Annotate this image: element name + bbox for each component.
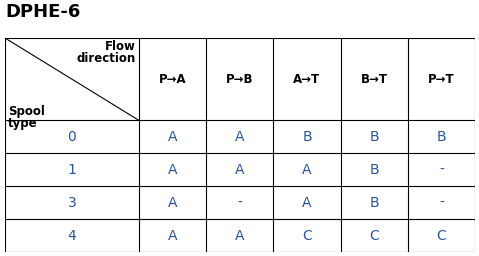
Text: B: B [302,130,312,144]
Text: direction: direction [77,52,136,65]
Text: Spool: Spool [8,105,45,118]
Text: P→T: P→T [428,73,455,86]
Text: B: B [436,130,446,144]
Text: A→T: A→T [294,73,320,86]
Text: A: A [235,130,244,144]
Text: C: C [369,229,379,242]
Text: A: A [168,130,177,144]
Text: 1: 1 [68,163,77,177]
Text: -: - [439,163,444,177]
Text: A: A [302,163,312,177]
Text: A: A [168,163,177,177]
Text: 3: 3 [68,196,76,210]
Text: B→T: B→T [361,73,388,86]
Text: B: B [369,130,379,144]
Text: A: A [235,163,244,177]
Text: DPHE-6: DPHE-6 [5,3,80,21]
Text: P→A: P→A [159,73,186,86]
Text: A: A [168,229,177,242]
Text: -: - [439,196,444,210]
Text: C: C [302,229,312,242]
Text: A: A [302,196,312,210]
Text: type: type [8,118,38,130]
Text: A: A [168,196,177,210]
Text: P→B: P→B [226,73,253,86]
Text: A: A [235,229,244,242]
Text: Flow: Flow [105,40,136,53]
Text: 4: 4 [68,229,76,242]
Text: B: B [369,163,379,177]
Text: B: B [369,196,379,210]
Text: C: C [436,229,446,242]
Text: -: - [237,196,242,210]
Text: 0: 0 [68,130,76,144]
